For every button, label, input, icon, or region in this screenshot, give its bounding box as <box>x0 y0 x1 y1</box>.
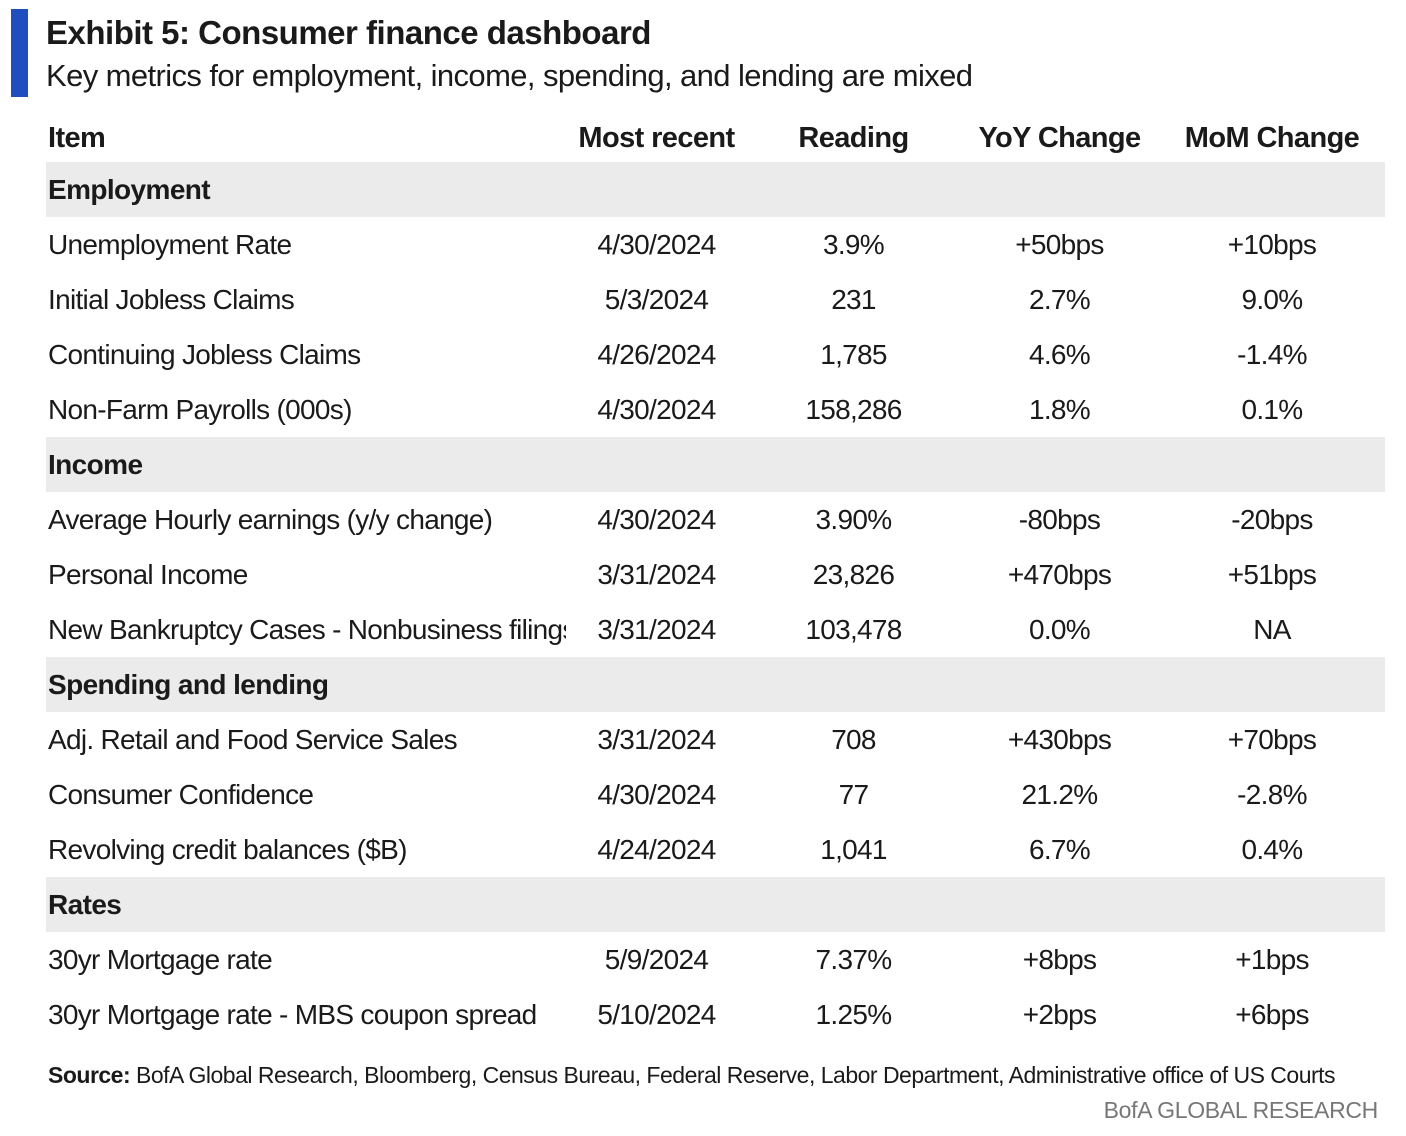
yoy-change-cell: +2bps <box>1022 998 1097 1030</box>
most-recent-date: 3/31/2024 <box>597 723 716 755</box>
source-text: BofA Global Research, Bloomberg, Census … <box>136 1062 1336 1088</box>
section-title: Rates <box>46 877 1385 932</box>
exhibit-subtitle: Key metrics for employment, income, spen… <box>46 58 973 93</box>
section-row: Income <box>46 437 1385 492</box>
exhibit-title: Exhibit 5: Consumer finance dashboard <box>46 14 651 51</box>
table-row: Average Hourly earnings (y/y change) 4/30… <box>46 492 1385 547</box>
table-row: 30yr Mortgage rate 5/9/2024 7.37% +8bps +1bp… <box>46 932 1385 987</box>
table-row: Adj. Retail and Food Service Sales 3/31/2… <box>46 712 1385 767</box>
reading-value: 708 <box>831 723 876 755</box>
mom-change-cell: +6bps <box>1235 998 1309 1030</box>
most-recent-date: 5/10/2024 <box>597 998 716 1030</box>
item-name: Average Hourly earnings (y/y change) <box>48 503 493 535</box>
section-row: Rates <box>46 877 1385 932</box>
yoy-change-cell: -80bps <box>1018 503 1101 535</box>
table-row: New Bankruptcy Cases - Nonbusiness filin… <box>46 602 1385 657</box>
mom-change-cell: 9.0% <box>1241 283 1303 315</box>
brand-watermark: BofA GLOBAL RESEARCH <box>1103 1097 1379 1123</box>
most-recent-date: 3/31/2024 <box>597 613 716 645</box>
table-row: Unemployment Rate 4/30/2024 3.9% +50bps +10b… <box>46 217 1385 272</box>
most-recent-date: 4/30/2024 <box>597 393 716 425</box>
reading-value: 3.90% <box>815 503 893 535</box>
most-recent-date: 5/3/2024 <box>604 283 709 315</box>
item-name: Revolving credit balances ($B) <box>48 833 407 865</box>
reading-value: 1,041 <box>820 833 887 865</box>
dashboard-table: Item Most recent Reading YoY Change MoM … <box>46 114 1385 1042</box>
column-header-reading: Reading <box>798 121 909 154</box>
most-recent-date: 3/31/2024 <box>597 558 716 590</box>
table-row: Consumer Confidence 4/30/2024 77 21.2% -2.8% <box>46 767 1385 822</box>
most-recent-date: 5/9/2024 <box>604 943 709 975</box>
reading-value: 158,286 <box>805 393 902 425</box>
source-label: Source: <box>48 1062 131 1088</box>
source-note: Source: BofA Global Research, Bloomberg,… <box>48 1062 1336 1089</box>
accent-bar <box>11 9 28 97</box>
table-body: Employment Unemployment Rate 4/30/2024 3.9%… <box>46 162 1385 1042</box>
most-recent-date: 4/26/2024 <box>597 338 716 370</box>
most-recent-date: 4/24/2024 <box>597 833 716 865</box>
table-row: Revolving credit balances ($B) 4/24/2024 1… <box>46 822 1385 877</box>
table-row: Continuing Jobless Claims 4/26/2024 1,785 4… <box>46 327 1385 382</box>
most-recent-date: 4/30/2024 <box>597 503 716 535</box>
table-row: Non-Farm Payrolls (000s) 4/30/2024 158,286… <box>46 382 1385 437</box>
column-header-mom-change: MoM Change <box>1184 121 1360 154</box>
item-name: 30yr Mortgage rate - MBS coupon spread <box>48 998 537 1030</box>
yoy-change-cell: 1.8% <box>1028 393 1091 425</box>
yoy-change-cell: 4.6% <box>1028 338 1091 370</box>
item-name: Initial Jobless Claims <box>48 283 295 315</box>
table-row: 30yr Mortgage rate - MBS coupon spread 5/… <box>46 987 1385 1042</box>
header-row: Item Most recent Reading YoY Change MoM … <box>46 114 1385 162</box>
table-header: Item Most recent Reading YoY Change MoM … <box>46 114 1385 162</box>
item-name: Personal Income <box>48 558 248 590</box>
item-name: Continuing Jobless Claims <box>48 338 361 370</box>
table-row: Personal Income 3/31/2024 23,826 +470bps +51… <box>46 547 1385 602</box>
mom-change-cell: +10bps <box>1227 228 1317 260</box>
column-header-item: Item <box>48 121 106 154</box>
mom-change-cell: -2.8% <box>1237 778 1307 810</box>
most-recent-date: 4/30/2024 <box>597 778 716 810</box>
yoy-change-cell: 0.0% <box>960 602 1159 657</box>
section-title: Income <box>46 437 1385 492</box>
section-row: Employment <box>46 162 1385 217</box>
reading-value: 7.37% <box>815 943 893 975</box>
yoy-change-cell: +470bps <box>1007 558 1112 590</box>
item-name: Consumer Confidence <box>48 778 314 810</box>
yoy-change-cell: 21.2% <box>1021 778 1099 810</box>
table-row: Initial Jobless Claims 5/3/2024 231 2.7% 9.0… <box>46 272 1385 327</box>
mom-change-cell: +70bps <box>1227 723 1317 755</box>
yoy-change-cell: +430bps <box>1007 723 1112 755</box>
mom-change-cell: +1bps <box>1235 943 1309 975</box>
mom-change-cell: -20bps <box>1231 503 1313 535</box>
mom-change-cell: -1.4% <box>1237 338 1307 370</box>
item-name: New Bankruptcy Cases - Nonbusiness filin… <box>48 613 566 645</box>
mom-change-cell: NA <box>1159 602 1385 657</box>
most-recent-date: 4/30/2024 <box>597 228 716 260</box>
reading-value: 1,785 <box>820 338 887 370</box>
mom-change-cell: +51bps <box>1227 558 1317 590</box>
reading-value: 77 <box>838 778 869 810</box>
yoy-change-cell: +8bps <box>1022 943 1097 975</box>
yoy-change-cell: 6.7% <box>1028 833 1091 865</box>
reading-value: 103,478 <box>805 613 902 645</box>
section-title: Spending and lending <box>46 657 1385 712</box>
column-header-yoy-change: YoY Change <box>978 121 1141 154</box>
mom-change-cell: 0.4% <box>1241 833 1303 865</box>
item-name: Unemployment Rate <box>48 228 292 260</box>
reading-value: 231 <box>831 283 876 315</box>
section-title: Employment <box>46 162 1385 217</box>
column-header-most-recent: Most recent <box>578 121 735 154</box>
reading-value: 23,826 <box>812 558 895 590</box>
reading-value: 3.9% <box>822 228 885 260</box>
mom-change-cell: 0.1% <box>1241 393 1303 425</box>
reading-value: 1.25% <box>815 998 893 1030</box>
yoy-change-cell: 2.7% <box>1028 283 1091 315</box>
item-name: 30yr Mortgage rate <box>48 943 273 975</box>
yoy-change-cell: +50bps <box>1015 228 1104 260</box>
item-name: Non-Farm Payrolls (000s) <box>48 393 352 425</box>
item-name: Adj. Retail and Food Service Sales <box>48 723 458 755</box>
section-row: Spending and lending <box>46 657 1385 712</box>
